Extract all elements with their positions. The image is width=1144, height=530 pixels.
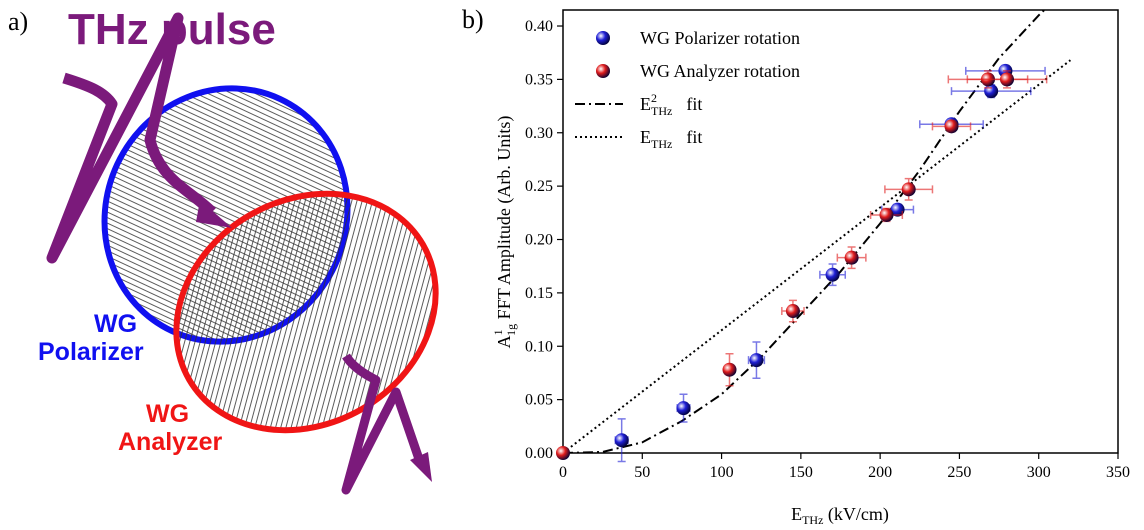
pulse-arrow-out bbox=[410, 452, 432, 482]
data-point bbox=[749, 353, 764, 368]
data-point bbox=[984, 84, 999, 99]
analyzer-label: WG bbox=[146, 400, 189, 428]
data-point bbox=[556, 446, 570, 460]
pulse-arrow bbox=[196, 200, 232, 228]
y-tick-label: 0.10 bbox=[525, 338, 553, 355]
polarizer-label: Polarizer bbox=[38, 338, 144, 366]
panel-label: b) bbox=[462, 5, 484, 34]
legend-label: WG Analyzer rotation bbox=[640, 61, 800, 81]
y-tick-label: 0.25 bbox=[525, 178, 553, 195]
x-tick-label: 250 bbox=[947, 464, 971, 481]
x-tick-label: 350 bbox=[1106, 464, 1130, 481]
data-point bbox=[944, 119, 959, 134]
y-tick-label: 0.15 bbox=[525, 285, 553, 302]
legend-symbol-sub: THz bbox=[651, 104, 672, 118]
y-tick-label: 0.20 bbox=[525, 232, 553, 249]
data-point bbox=[844, 250, 859, 265]
plot-frame bbox=[562, 9, 1119, 454]
data-point bbox=[785, 304, 800, 319]
polarizer-label: WG bbox=[94, 310, 137, 338]
data-point bbox=[614, 433, 629, 448]
data-point bbox=[879, 207, 894, 222]
analyzer-label: Analyzer bbox=[118, 428, 222, 456]
x-tick-label: 300 bbox=[1027, 464, 1051, 481]
y-tick-label: 0.40 bbox=[525, 18, 553, 35]
x-tick-label: 100 bbox=[710, 464, 734, 481]
panel-label: a) bbox=[8, 7, 28, 36]
legend-marker bbox=[596, 64, 610, 78]
data-point bbox=[901, 182, 916, 197]
x-axis-label: ETHz (kV/cm) bbox=[791, 504, 889, 527]
data-point bbox=[825, 267, 840, 282]
legend-symbol: E bbox=[640, 127, 651, 147]
legend-label: E2 THz fit bbox=[640, 91, 702, 118]
data-point bbox=[676, 401, 691, 416]
legend-symbol-sup: 2 bbox=[651, 91, 657, 105]
y-tick-label: 0.05 bbox=[525, 392, 553, 409]
legend-label: ETHz fit bbox=[640, 127, 702, 151]
data-point bbox=[890, 202, 905, 217]
legend-symbol: E bbox=[640, 94, 651, 114]
fit-line bbox=[563, 59, 1072, 453]
y-axis-label: A11g FFT Amplitude (Arb. Units) bbox=[491, 116, 518, 349]
data-point bbox=[1000, 72, 1014, 87]
y-tick-label: 0.00 bbox=[525, 445, 553, 462]
pulse-path bbox=[46, 12, 216, 264]
y-tick-label: 0.35 bbox=[525, 71, 553, 88]
legend-name: fit bbox=[686, 127, 702, 147]
x-tick-label: 200 bbox=[868, 464, 892, 481]
x-tick-label: 50 bbox=[634, 464, 650, 481]
x-tick-label: 150 bbox=[789, 464, 813, 481]
legend-label: WG Polarizer rotation bbox=[640, 28, 800, 48]
legend-marker bbox=[596, 31, 610, 45]
data-point bbox=[722, 362, 737, 377]
fit-line bbox=[563, 10, 1046, 453]
legend-symbol-sub: THz bbox=[651, 137, 672, 151]
pulse-path-out bbox=[341, 353, 425, 495]
y-tick-label: 0.30 bbox=[525, 125, 553, 142]
legend-name: fit bbox=[686, 94, 702, 114]
analyzer-ellipse bbox=[173, 190, 439, 434]
panel-a: a) THz pulse WG Polarizer WG Analyzer bbox=[8, 5, 439, 495]
x-tick-label: 0 bbox=[559, 464, 567, 481]
